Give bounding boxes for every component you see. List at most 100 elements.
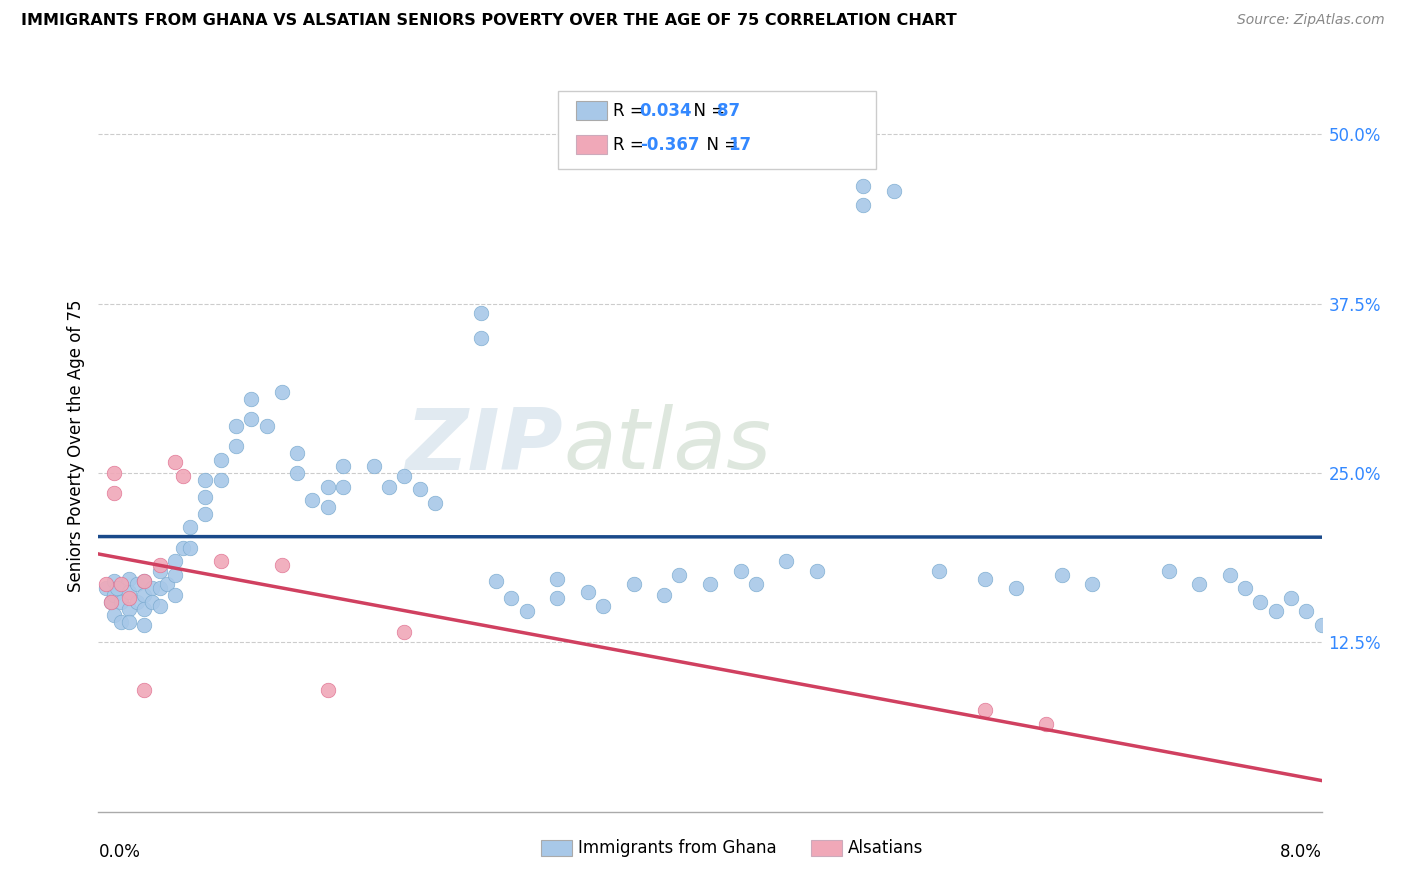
Point: [103, 588, 125, 602]
Point: [94, 577, 117, 591]
Point: [378, 480, 401, 494]
Point: [652, 588, 675, 602]
Point: [256, 418, 278, 433]
Y-axis label: Seniors Poverty Over the Age of 75: Seniors Poverty Over the Age of 75: [66, 300, 84, 592]
Point: [110, 615, 132, 629]
Point: [209, 452, 232, 467]
Text: atlas: atlas: [564, 404, 772, 488]
Point: [316, 500, 339, 514]
Point: [172, 468, 194, 483]
Point: [209, 554, 232, 568]
Point: [1234, 581, 1257, 595]
Point: [852, 198, 875, 212]
Point: [118, 615, 141, 629]
Point: [149, 564, 172, 578]
Point: [163, 455, 186, 469]
Point: [316, 682, 339, 697]
Point: [134, 601, 156, 615]
Point: [194, 473, 217, 487]
Point: [316, 480, 339, 494]
Point: [546, 572, 568, 586]
Text: N =: N =: [683, 102, 731, 120]
Point: [194, 507, 217, 521]
Point: [1081, 577, 1104, 591]
Point: [94, 581, 117, 595]
Point: [163, 567, 186, 582]
Point: [1219, 567, 1241, 582]
Point: [1264, 604, 1286, 618]
Point: [423, 496, 446, 510]
Point: [118, 572, 141, 586]
Text: R =: R =: [613, 102, 650, 120]
Point: [546, 591, 568, 605]
Text: 8.0%: 8.0%: [1279, 843, 1322, 861]
Point: [163, 554, 186, 568]
Text: 87: 87: [717, 102, 740, 120]
Point: [470, 306, 492, 320]
Point: [1279, 591, 1302, 605]
Point: [623, 577, 645, 591]
Point: [134, 574, 156, 589]
Point: [103, 574, 125, 589]
Point: [285, 466, 308, 480]
Point: [103, 466, 125, 480]
Point: [806, 564, 828, 578]
Point: [485, 574, 508, 589]
Point: [134, 682, 156, 697]
Point: [928, 564, 950, 578]
Point: [516, 604, 538, 618]
Point: [852, 178, 875, 193]
Point: [225, 439, 247, 453]
Point: [592, 599, 614, 613]
Point: [392, 468, 416, 483]
Text: 17: 17: [728, 136, 751, 153]
Point: [134, 574, 156, 589]
Text: ZIP: ZIP: [405, 404, 564, 488]
Point: [576, 585, 599, 599]
Point: [156, 577, 179, 591]
Point: [240, 392, 263, 406]
Point: [332, 480, 354, 494]
Point: [1157, 564, 1180, 578]
Point: [110, 595, 132, 609]
Point: [141, 595, 163, 609]
Point: [163, 588, 186, 602]
Point: [1188, 577, 1211, 591]
Point: [775, 554, 797, 568]
Point: [1310, 617, 1333, 632]
Point: [363, 459, 385, 474]
Point: [745, 577, 768, 591]
Point: [149, 558, 172, 573]
Text: -0.367: -0.367: [640, 136, 699, 153]
Text: 0.034: 0.034: [640, 102, 692, 120]
Text: N =: N =: [696, 136, 744, 153]
Point: [1249, 595, 1271, 609]
Point: [1035, 716, 1057, 731]
Point: [194, 491, 217, 505]
Point: [125, 595, 148, 609]
Point: [974, 572, 997, 586]
Text: 0.0%: 0.0%: [98, 843, 141, 861]
Point: [1050, 567, 1073, 582]
Point: [392, 624, 416, 639]
Point: [240, 412, 263, 426]
Point: [149, 581, 172, 595]
Point: [501, 591, 523, 605]
Text: Alsatians: Alsatians: [848, 839, 924, 857]
Point: [470, 331, 492, 345]
Point: [125, 577, 148, 591]
Point: [118, 585, 141, 599]
Point: [225, 418, 247, 433]
Point: [134, 617, 156, 632]
Point: [103, 486, 125, 500]
Point: [285, 446, 308, 460]
Point: [100, 595, 122, 609]
Point: [179, 541, 201, 555]
Point: [141, 581, 163, 595]
Text: R =: R =: [613, 136, 650, 153]
Point: [105, 581, 128, 595]
Point: [699, 577, 721, 591]
Point: [1004, 581, 1026, 595]
Point: [149, 599, 172, 613]
Point: [332, 459, 354, 474]
